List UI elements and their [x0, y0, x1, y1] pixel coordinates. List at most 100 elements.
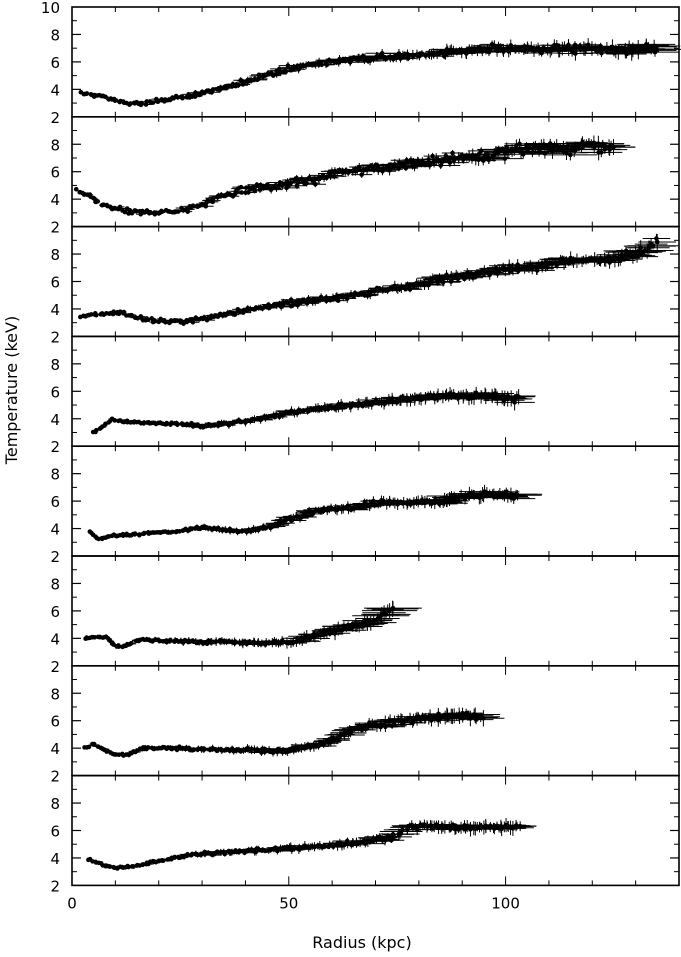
data-marker — [117, 204, 123, 210]
panel-2: 2 4 6 8 — [50, 116, 680, 237]
data-marker — [285, 63, 291, 68]
data-marker — [375, 163, 380, 168]
data-marker — [512, 400, 517, 405]
data-point — [102, 94, 109, 100]
data-points — [87, 484, 543, 542]
data-marker — [650, 243, 656, 249]
y-tick-label: 6 — [50, 383, 60, 401]
y-tick-label: 8 — [50, 246, 60, 264]
data-points — [78, 38, 681, 108]
y-tick-label: 2 — [50, 548, 60, 566]
data-marker — [84, 91, 90, 96]
data-marker — [651, 43, 657, 49]
y-tick-label: 4 — [50, 411, 60, 429]
data-marker — [180, 95, 185, 101]
data-marker — [159, 208, 164, 214]
y-tick-label: 4 — [50, 81, 60, 99]
y-tick-label: 2 — [50, 219, 60, 237]
data-point — [291, 65, 306, 74]
y-tick-label: 2 — [50, 109, 60, 127]
y-tick-label: 4 — [50, 301, 60, 319]
data-point — [304, 181, 327, 188]
panel-3: 2 4 6 8 — [50, 225, 680, 346]
data-marker — [653, 47, 659, 52]
data-point — [105, 534, 111, 539]
data-point — [73, 186, 79, 192]
data-marker — [282, 68, 288, 74]
data-marker — [296, 67, 301, 72]
y-tick-label: 8 — [50, 466, 60, 484]
data-marker — [313, 181, 318, 187]
y-tick-label: 2 — [50, 438, 60, 456]
data-marker — [177, 318, 183, 323]
data-points — [90, 386, 536, 435]
panel-4: 2 4 6 8 — [50, 335, 680, 456]
data-point — [112, 97, 120, 103]
data-marker — [235, 82, 241, 88]
data-marker — [359, 172, 364, 177]
data-marker — [324, 62, 330, 68]
y-tick-label: 8 — [50, 136, 60, 154]
y-tick-label: 6 — [50, 493, 60, 511]
data-point — [197, 203, 214, 209]
panel-5: 2 4 6 8 — [50, 445, 680, 566]
data-marker — [73, 186, 79, 192]
y-tick-label: 10 — [41, 0, 60, 17]
data-marker — [630, 254, 636, 259]
data-marker — [103, 94, 108, 100]
data-point — [183, 209, 193, 214]
data-marker — [113, 97, 118, 103]
data-marker — [203, 203, 209, 209]
data-marker — [440, 279, 446, 285]
data-point — [351, 171, 373, 178]
data-marker — [95, 199, 100, 204]
data-marker — [150, 100, 156, 105]
data-marker — [412, 164, 417, 169]
data-marker — [447, 160, 453, 165]
y-tick-label: 6 — [50, 54, 60, 72]
y-tick-label: 8 — [50, 356, 60, 374]
panel-1: 2 4 6 8 10 — [41, 0, 681, 127]
data-point — [441, 149, 464, 157]
data-point — [421, 162, 461, 170]
data-marker — [210, 199, 216, 205]
data-marker — [502, 156, 508, 161]
data-marker — [450, 150, 455, 156]
data-point — [115, 204, 125, 210]
y-tick-label: 6 — [50, 274, 60, 292]
y-tick-label: 4 — [50, 191, 60, 209]
data-marker — [190, 319, 196, 325]
data-marker — [448, 279, 454, 284]
data-marker — [105, 534, 111, 539]
data-marker — [599, 150, 604, 155]
data-point — [397, 54, 419, 62]
y-tick-label: 6 — [50, 164, 60, 182]
data-points — [78, 233, 679, 326]
y-tick-label: 4 — [50, 521, 60, 539]
data-marker — [211, 195, 216, 201]
data-marker — [422, 162, 428, 167]
data-marker — [654, 239, 660, 245]
data-marker — [87, 192, 93, 197]
y-tick-label: 8 — [50, 26, 60, 44]
data-point — [94, 312, 99, 318]
data-marker — [406, 55, 411, 61]
data-marker — [602, 144, 608, 149]
data-points — [73, 135, 636, 217]
data-marker — [491, 152, 497, 158]
data-marker — [470, 152, 476, 158]
data-point — [86, 192, 93, 197]
data-marker — [487, 272, 493, 277]
data-point — [486, 153, 524, 165]
data-point — [84, 91, 90, 96]
panel-frame — [71, 335, 680, 447]
data-marker — [192, 94, 198, 99]
data-marker — [516, 394, 521, 400]
data-marker — [332, 173, 337, 179]
data-point — [95, 199, 100, 204]
data-marker — [94, 312, 99, 318]
data-marker — [438, 163, 443, 168]
data-marker — [277, 66, 282, 72]
data-marker — [611, 144, 616, 150]
